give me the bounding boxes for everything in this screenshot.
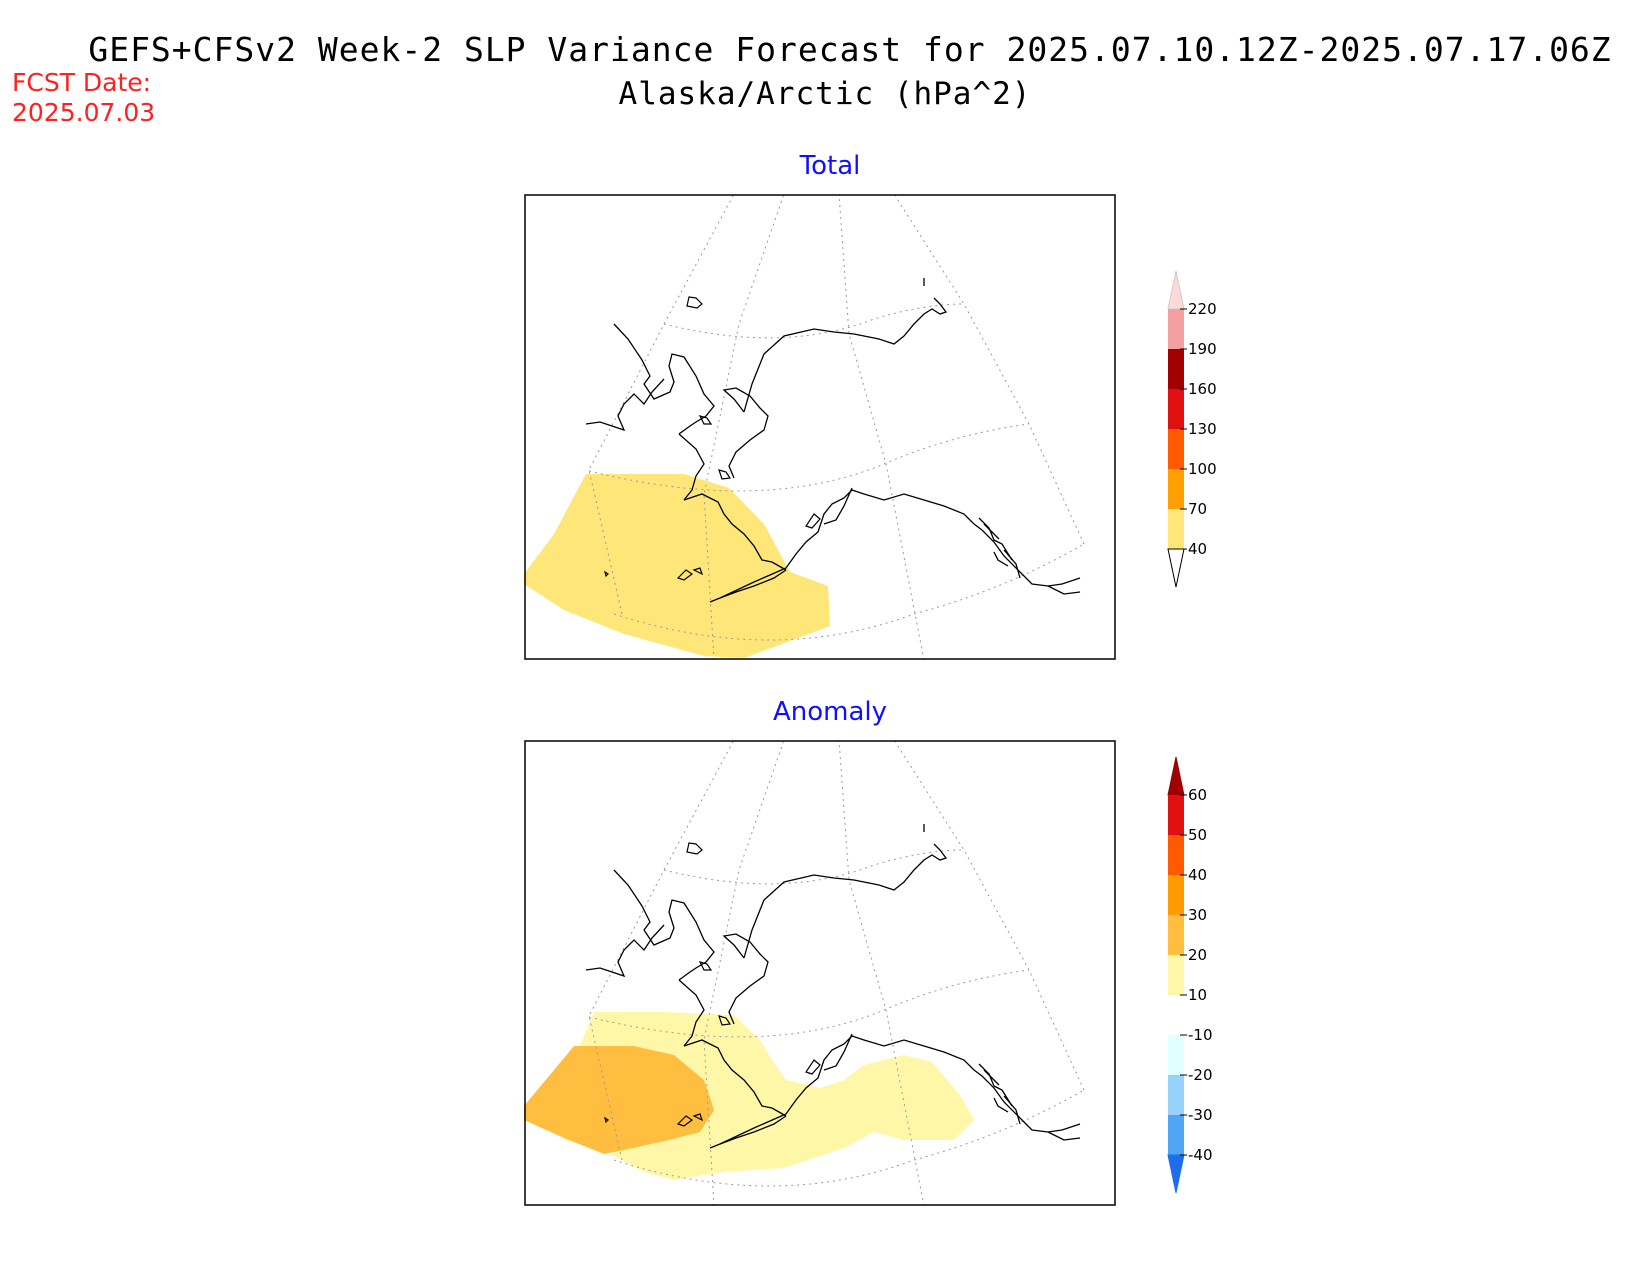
colorbar-label: 190 [1188,340,1217,358]
colorbar-bottom-arrow [1167,1154,1185,1194]
anomaly-map-frame [524,740,1116,1206]
colorbar-swatch [1168,349,1184,389]
colorbar-top-arrow [1167,270,1185,310]
islands [604,842,821,1127]
colorbar-label: 10 [1188,986,1207,1004]
anomaly-variance-map [524,740,1116,1206]
colorbar-label: -40 [1188,1146,1213,1164]
colorbar-swatch [1168,955,1184,995]
colorbar-label: 100 [1188,460,1217,478]
coastline [585,278,1081,603]
colorbar-swatch [1168,1075,1184,1115]
colorbar-label: 20 [1188,946,1207,964]
colorbar-swatch [1168,389,1184,429]
total-map-frame [524,194,1116,660]
fcst-date-value: 2025.07.03 [12,98,156,127]
colorbar-label: 160 [1188,380,1217,398]
colorbar-swatch [1168,915,1184,955]
colorbar-label: -20 [1188,1066,1213,1084]
colorbar-swatch [1168,995,1184,1035]
map-subtitle: Alaska/Arctic (hPa^2) [618,76,1032,112]
colorbar-label: 50 [1188,826,1207,844]
colorbar-label: 40 [1188,866,1207,884]
colorbar-swatch [1168,795,1184,835]
colorbar-label: 60 [1188,786,1207,804]
panel-title-anomaly: Anomaly [772,697,888,727]
colorbar-swatch [1168,309,1184,349]
colorbar-label: 70 [1188,500,1207,518]
graticule [588,194,1085,660]
colorbar-swatch [1168,1115,1184,1155]
colorbar-swatch [1168,469,1184,509]
colorbar-swatch [1168,429,1184,469]
coastline [585,824,1081,1149]
panel-title-total: Total [799,151,861,181]
colorbar-label: -10 [1188,1026,1213,1044]
colorbar-label: -30 [1188,1106,1213,1124]
total-fill-region [524,474,830,658]
islands [604,296,821,581]
colorbar-swatch [1168,875,1184,915]
colorbar-label: 220 [1188,300,1217,318]
colorbar-label: 130 [1188,420,1217,438]
colorbar-swatch [1168,1035,1184,1075]
graticule [588,740,1085,1206]
total-variance-map [524,194,1116,660]
total-colorbar: 220 190 160 130 100 70 40 [1167,270,1217,588]
colorbar-label: 30 [1188,906,1207,924]
anomaly-colorbar: 60 50 40 30 20 10 -10 -20 -30 -40 [1167,756,1213,1194]
colorbar-label: 40 [1188,540,1207,558]
colorbar-bottom-arrow [1167,548,1185,588]
fcst-date-label: FCST Date: [12,68,152,97]
map-title: GEFS+CFSv2 Week-2 SLP Variance Forecast … [88,30,1612,69]
colorbar-swatch [1168,835,1184,875]
colorbar-top-arrow [1167,756,1185,796]
anomaly-fill-dark-region [524,1046,714,1154]
colorbar-swatch [1168,509,1184,549]
